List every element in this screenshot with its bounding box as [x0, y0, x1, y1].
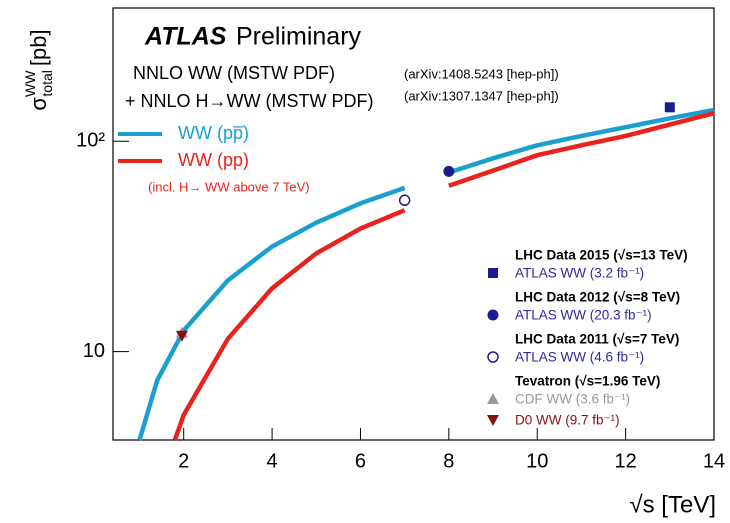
- y-label-unit: [pb]: [26, 29, 51, 66]
- marker: [487, 393, 499, 404]
- marker: [487, 351, 499, 363]
- legend-label: ATLAS WW (3.2 fb⁻¹): [515, 266, 644, 281]
- x-tick-label: 2: [178, 450, 189, 472]
- annotation: NNLO WW (MSTW PDF): [133, 63, 335, 83]
- marker: [175, 330, 188, 342]
- status: Preliminary: [236, 23, 362, 51]
- annotation: (incl. H→ WW above 7 TeV): [148, 179, 310, 194]
- legend-group: Tevatron (√s=1.96 TeV): [515, 374, 660, 389]
- marker: [398, 194, 411, 207]
- curve: [137, 107, 715, 441]
- legend-group: LHC Data 2011 (√s=7 TeV): [515, 332, 679, 347]
- y-label-symbol: σ: [26, 97, 51, 111]
- marker: [443, 165, 455, 177]
- legend-label: ATLAS WW (20.3 fb⁻¹): [515, 308, 652, 323]
- x-tick-label: 10: [526, 450, 548, 472]
- x-tick-label: 12: [614, 450, 636, 472]
- x-axis-label: √s [TeV]: [629, 491, 716, 518]
- legend-label: D0 WW (9.7 fb⁻¹): [515, 413, 620, 428]
- annotation: + NNLO H→WW (MSTW PDF): [125, 91, 373, 111]
- marker: [488, 268, 498, 278]
- plot-frame: [112, 7, 715, 441]
- experiment: ATLAS: [144, 23, 227, 51]
- y-label-sup: WW: [22, 70, 38, 97]
- annotation: (arXiv:1408.5243 [hep-ph]): [404, 66, 559, 81]
- curve: [172, 111, 715, 441]
- y-label-sub: total: [39, 70, 55, 96]
- legend-label: ATLAS WW (4.6 fb⁻¹): [515, 350, 644, 365]
- legend-label: WW (pp̅): [178, 123, 249, 143]
- legend-group: LHC Data 2015 (√s=13 TeV): [515, 248, 688, 263]
- marker: [487, 309, 499, 321]
- legend-group: LHC Data 2012 (√s=8 TeV): [515, 290, 680, 305]
- marker: [664, 102, 675, 113]
- x-tick-label: 14: [703, 450, 725, 472]
- marker: [487, 415, 499, 426]
- legend-label: WW (pp): [178, 150, 249, 170]
- annotation: (arXiv:1307.1347 [hep-ph]): [404, 88, 559, 103]
- y-tick-label: 10²: [76, 130, 105, 152]
- y-axis-label: σWWtotal [pb]: [22, 29, 55, 110]
- x-tick-label: 4: [267, 450, 278, 472]
- x-tick-label: 8: [443, 450, 454, 472]
- legend-label: CDF WW (3.6 fb⁻¹): [515, 392, 630, 407]
- x-tick-label: 6: [355, 450, 366, 472]
- y-tick-label: 10: [83, 340, 105, 362]
